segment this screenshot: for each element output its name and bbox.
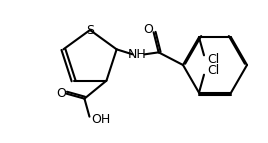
Text: NH: NH (127, 48, 146, 61)
Text: OH: OH (91, 113, 111, 126)
Text: O: O (57, 87, 66, 100)
Text: Cl: Cl (207, 53, 219, 66)
Text: S: S (86, 23, 94, 36)
Text: O: O (144, 23, 154, 36)
Text: Cl: Cl (207, 64, 219, 77)
